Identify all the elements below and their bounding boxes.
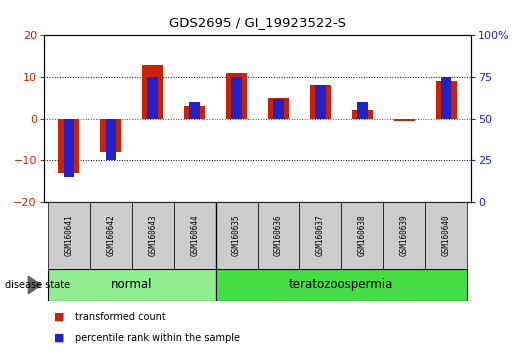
Text: GSM160638: GSM160638 — [358, 215, 367, 256]
Text: GSM160635: GSM160635 — [232, 215, 241, 256]
Bar — [441, 77, 451, 119]
Text: teratozoospermia: teratozoospermia — [289, 279, 393, 291]
Text: GDS2695 / GI_19923522-S: GDS2695 / GI_19923522-S — [169, 17, 346, 29]
Bar — [132, 202, 174, 269]
Text: disease state: disease state — [5, 280, 70, 290]
Bar — [393, 119, 415, 121]
Text: transformed count: transformed count — [75, 312, 165, 322]
Bar — [142, 64, 163, 119]
Bar — [174, 202, 216, 269]
Bar — [216, 202, 258, 269]
Bar — [383, 202, 425, 269]
Bar — [315, 85, 325, 119]
Text: GSM160637: GSM160637 — [316, 215, 325, 256]
Bar — [147, 77, 158, 119]
Text: percentile rank within the sample: percentile rank within the sample — [75, 333, 239, 343]
Text: GSM160643: GSM160643 — [148, 215, 157, 256]
Text: GSM160644: GSM160644 — [190, 215, 199, 256]
Text: ■: ■ — [54, 333, 64, 343]
Bar — [299, 202, 341, 269]
Bar — [216, 269, 467, 301]
Bar — [357, 102, 368, 119]
Text: GSM160640: GSM160640 — [441, 215, 451, 256]
Text: GSM160641: GSM160641 — [64, 215, 74, 256]
Text: GSM160642: GSM160642 — [106, 215, 115, 256]
Bar — [273, 99, 284, 119]
Bar — [190, 102, 200, 119]
Bar — [310, 85, 331, 119]
Bar — [64, 119, 74, 177]
Text: GSM160639: GSM160639 — [400, 215, 409, 256]
Text: GSM160636: GSM160636 — [274, 215, 283, 256]
Bar — [226, 73, 247, 119]
Bar — [58, 119, 79, 173]
Bar — [184, 106, 205, 119]
Bar — [48, 202, 90, 269]
Bar — [268, 98, 289, 119]
Bar — [100, 119, 122, 152]
Text: normal: normal — [111, 279, 152, 291]
Bar — [341, 202, 383, 269]
Text: ■: ■ — [54, 312, 64, 322]
Bar — [425, 202, 467, 269]
Bar — [352, 110, 373, 119]
Bar — [90, 202, 132, 269]
Bar — [48, 269, 216, 301]
Bar — [258, 202, 299, 269]
Bar — [106, 119, 116, 160]
Bar — [436, 81, 457, 119]
Bar — [231, 77, 242, 119]
